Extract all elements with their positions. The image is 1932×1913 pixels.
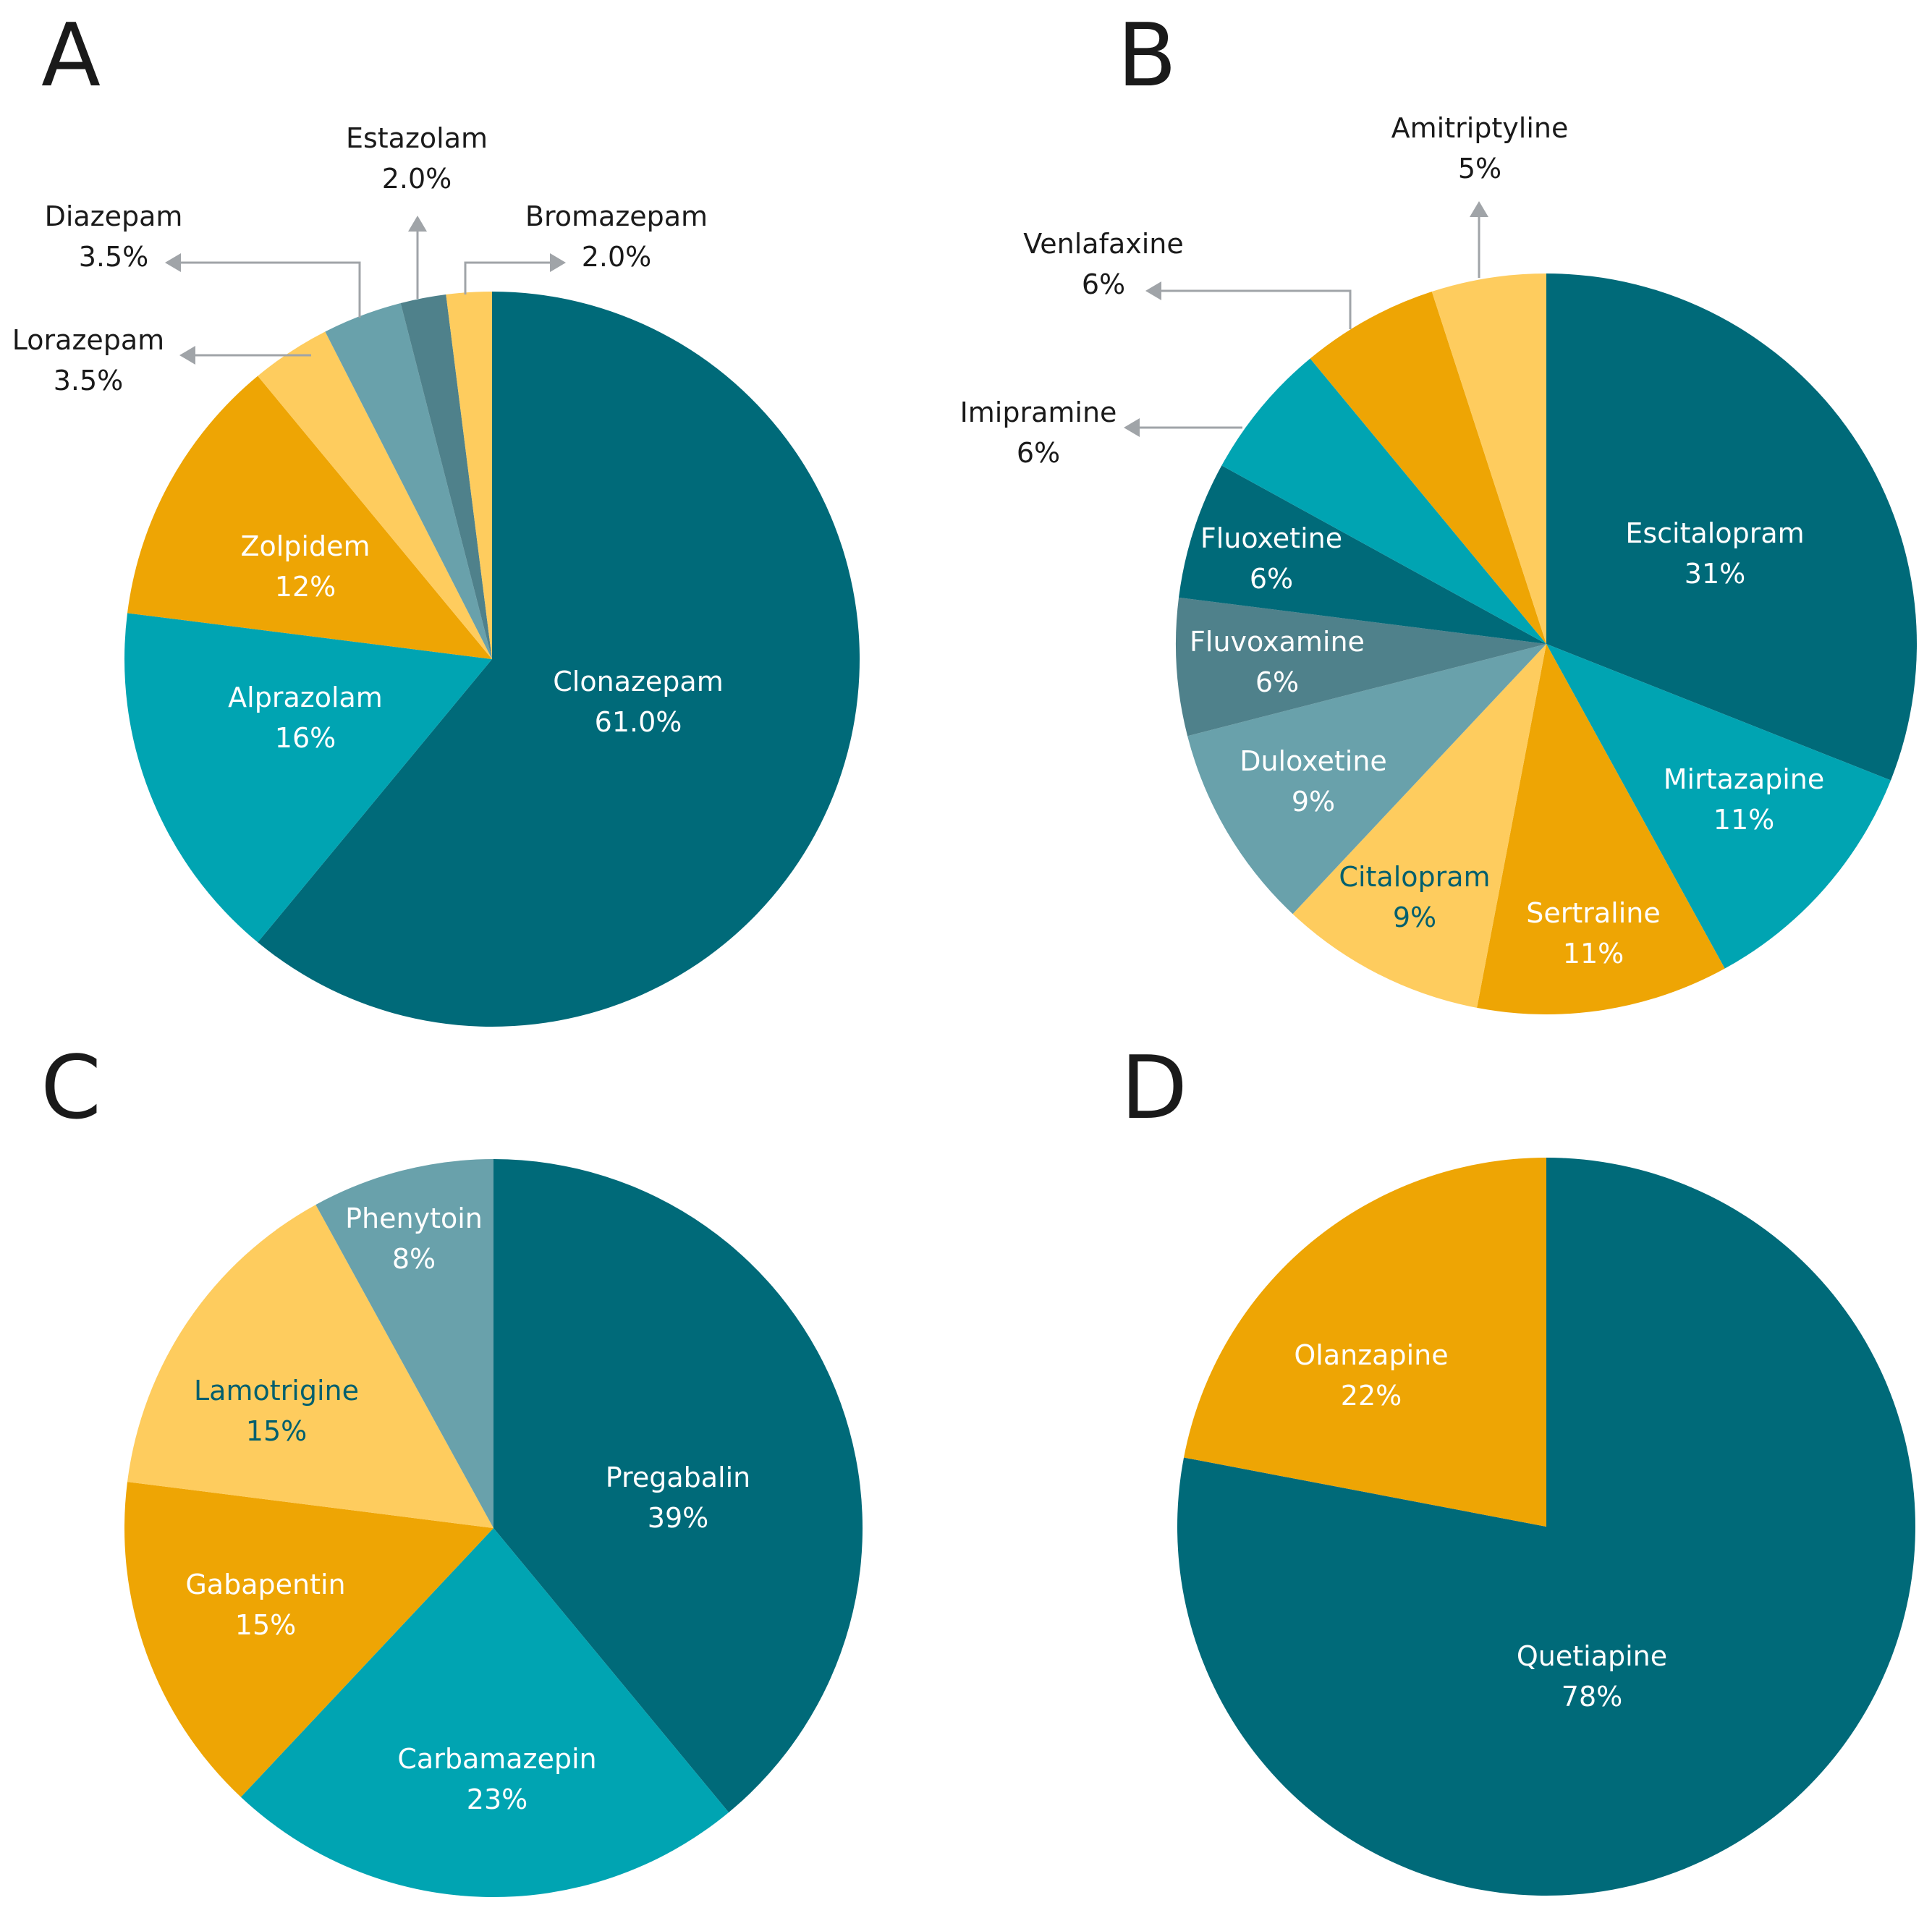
slice-venlafaxine	[1310, 292, 1546, 644]
slice-mirtazapine	[1546, 644, 1891, 969]
slice-value-quetiapine: 78%	[1562, 1681, 1622, 1713]
slice-value-fluvoxamine: 6%	[1255, 666, 1299, 698]
callout-label-imipramine: Imipramine	[960, 396, 1117, 428]
slice-label-pregabalin: Pregabalin	[606, 1462, 750, 1493]
slice-clonazepam	[258, 292, 860, 1027]
slice-sertraline	[1477, 644, 1725, 1014]
slice-carbamazepin	[240, 1528, 729, 1897]
slice-label-lamotrigine: Lamotrigine	[194, 1375, 359, 1407]
callout-line-venlafaxine	[1161, 289, 1352, 329]
panel-d: D Quetiapine 78% Olanzapine 22%	[1121, 1038, 1915, 1896]
slice-estazolam	[400, 294, 492, 659]
slice-value-phenytoin: 8%	[392, 1243, 436, 1275]
slice-zolpidem	[127, 376, 492, 659]
arrow-icon	[408, 216, 427, 232]
slice-label-gabapentin: Gabapentin	[185, 1569, 345, 1600]
slice-value-escitalopram: 31%	[1685, 558, 1745, 590]
slice-value-alprazolam: 16%	[275, 722, 336, 754]
panel-letter: A	[41, 6, 101, 106]
slice-bromazepam	[446, 292, 492, 659]
slice-label-clonazepam: Clonazepam	[553, 666, 723, 697]
panel-a: A Clonazepam 61.0% Alprazolam 16% Zolpidem 12%…	[12, 6, 860, 1027]
slice-value-gabapentin: 15%	[235, 1609, 296, 1641]
callout-label-lorazepam: Lorazepam	[12, 324, 164, 356]
callout-value-lorazepam: 3.5%	[54, 365, 124, 396]
slice-label-phenytoin: Phenytoin	[345, 1202, 483, 1234]
slice-value-fluoxetine: 6%	[1250, 563, 1293, 595]
panel-letter: C	[41, 1038, 101, 1139]
arrow-icon	[1124, 418, 1140, 437]
arrow-icon	[1145, 281, 1161, 300]
slice-label-sertraline: Sertraline	[1526, 897, 1661, 929]
callout-line-diazepam	[181, 261, 361, 318]
slice-label-citalopram: Citalopram	[1339, 861, 1490, 893]
slice-fluvoxamine	[1176, 597, 1546, 737]
slice-diazepam	[325, 302, 492, 659]
callout-value-diazepam: 3.5%	[79, 241, 149, 273]
slice-label-alprazolam: Alprazolam	[228, 682, 383, 713]
callout-value-amitriptyline: 5%	[1458, 153, 1501, 184]
slice-citalopram	[1292, 644, 1546, 1008]
callout-label-estazolam: Estazolam	[346, 122, 488, 154]
slice-escitalopram	[1546, 273, 1918, 781]
panel-b: B Escitalopram 31% Mirtazapine 11% Sertraline…	[960, 6, 1918, 1014]
slice-phenytoin	[315, 1159, 493, 1528]
slice-imipramine	[1221, 358, 1546, 644]
slice-value-citalopram: 9%	[1393, 902, 1436, 933]
slice-value-duloxetine: 9%	[1292, 786, 1335, 818]
arrow-icon	[179, 346, 195, 365]
callout-value-venlafaxine: 6%	[1082, 268, 1125, 300]
slice-duloxetine	[1187, 644, 1546, 915]
slice-label-duloxetine: Duloxetine	[1240, 745, 1387, 777]
slice-value-carbamazepin: 23%	[467, 1783, 528, 1815]
slice-olanzapine	[1184, 1158, 1546, 1527]
slice-quetiapine	[1177, 1158, 1915, 1896]
slice-label-mirtazapine: Mirtazapine	[1664, 763, 1825, 795]
slice-label-zolpidem: Zolpidem	[240, 530, 370, 562]
panel-letter: B	[1117, 6, 1177, 106]
slice-lamotrigine	[127, 1205, 493, 1528]
slice-value-mirtazapine: 11%	[1713, 804, 1774, 836]
callout-label-venlafaxine: Venlafaxine	[1023, 228, 1184, 260]
slice-label-fluoxetine: Fluoxetine	[1200, 522, 1342, 554]
slice-value-pregabalin: 39%	[648, 1502, 708, 1534]
arrow-icon	[1470, 201, 1488, 217]
slice-value-zolpidem: 12%	[275, 571, 336, 603]
panel-letter: D	[1121, 1038, 1187, 1139]
slice-label-carbamazepin: Carbamazepin	[397, 1743, 596, 1775]
slice-value-sertraline: 11%	[1563, 938, 1624, 970]
callout-label-bromazepam: Bromazepam	[525, 200, 708, 232]
slice-label-olanzapine: Olanzapine	[1294, 1339, 1448, 1371]
callout-line-bromazepam	[464, 261, 550, 294]
panel-c: C Pregabalin 39% Carbamazepin 23% Gabapentin 1…	[41, 1038, 863, 1897]
slice-label-escitalopram: Escitalopram	[1625, 517, 1804, 549]
slice-pregabalin	[493, 1159, 863, 1812]
slice-label-quetiapine: Quetiapine	[1517, 1640, 1667, 1672]
callout-value-bromazepam: 2.0%	[582, 241, 652, 273]
arrow-icon	[165, 253, 181, 272]
slice-lorazepam	[258, 331, 492, 659]
callout-label-amitriptyline: Amitriptyline	[1391, 112, 1569, 144]
slice-value-clonazepam: 61.0%	[595, 706, 682, 738]
slice-value-lamotrigine: 15%	[246, 1415, 307, 1447]
slice-gabapentin	[124, 1482, 493, 1797]
slice-amitriptyline	[1431, 273, 1546, 644]
slice-fluoxetine	[1179, 465, 1546, 644]
slice-alprazolam	[124, 613, 493, 943]
callout-label-diazepam: Diazepam	[45, 200, 183, 232]
slice-label-fluvoxamine: Fluvoxamine	[1190, 626, 1365, 658]
callout-value-imipramine: 6%	[1017, 437, 1060, 469]
callout-value-estazolam: 2.0%	[382, 163, 452, 195]
arrow-icon	[550, 253, 566, 272]
slice-value-olanzapine: 22%	[1341, 1380, 1402, 1412]
